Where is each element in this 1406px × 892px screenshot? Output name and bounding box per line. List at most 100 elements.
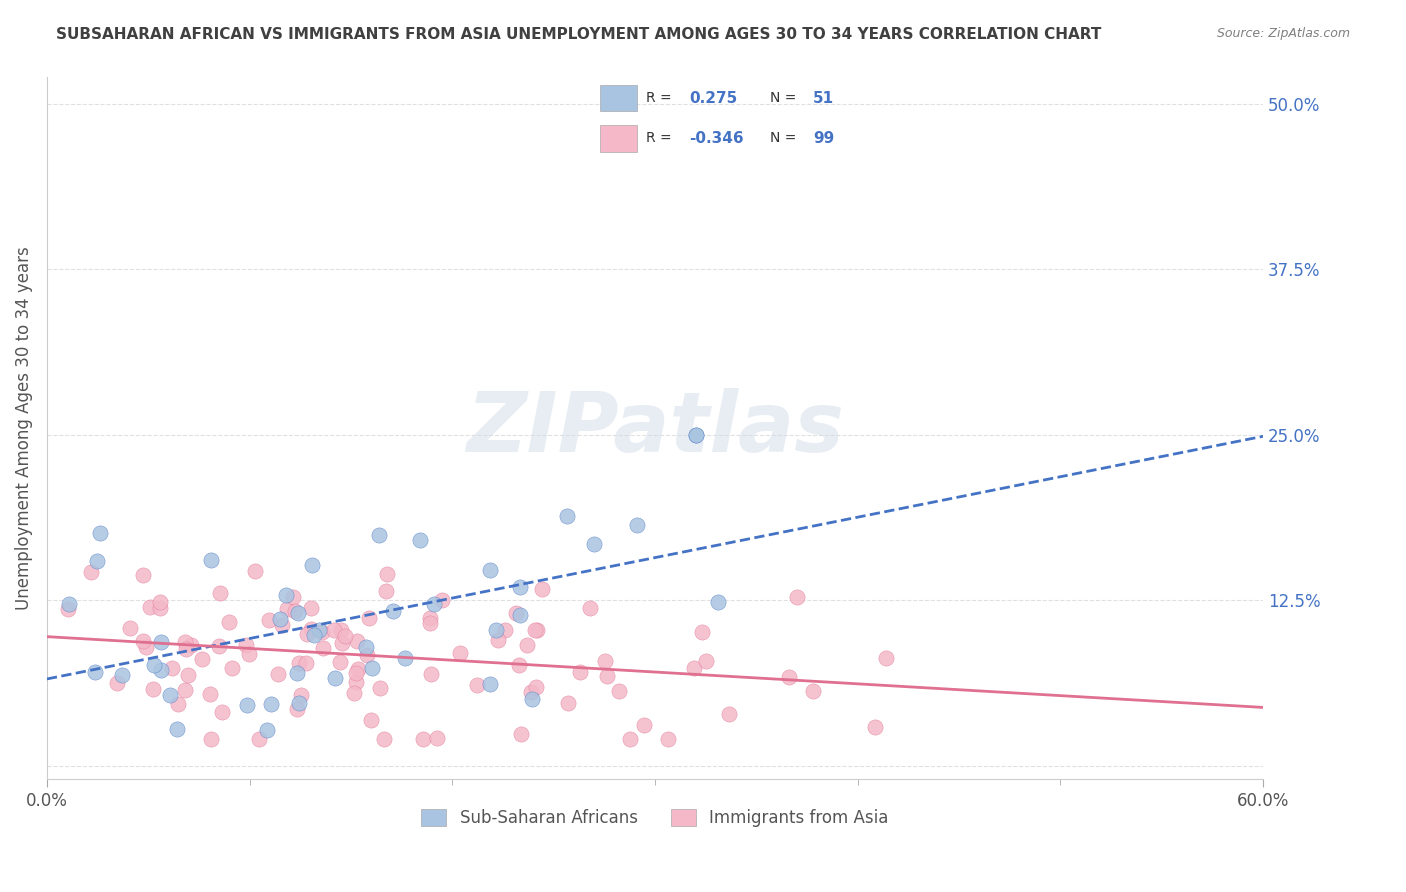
Point bbox=[271, 618, 294, 632]
Point bbox=[786, 590, 808, 604]
Point bbox=[105, 676, 128, 690]
Point bbox=[190, 651, 212, 665]
Point bbox=[288, 697, 311, 711]
Point bbox=[778, 670, 800, 684]
Text: 99: 99 bbox=[813, 131, 835, 145]
Y-axis label: Unemployment Among Ages 30 to 34 years: Unemployment Among Ages 30 to 34 years bbox=[15, 246, 32, 610]
Point bbox=[200, 732, 222, 747]
Point bbox=[160, 661, 183, 675]
Point bbox=[84, 665, 107, 679]
Point bbox=[626, 518, 648, 533]
Point bbox=[322, 623, 344, 637]
Point bbox=[486, 633, 509, 648]
Point bbox=[465, 678, 488, 692]
Point bbox=[520, 685, 543, 699]
Point bbox=[257, 613, 280, 627]
Point bbox=[308, 623, 330, 637]
Point bbox=[557, 696, 579, 710]
Point bbox=[243, 565, 266, 579]
Point bbox=[683, 661, 706, 675]
Point bbox=[801, 684, 824, 698]
Point bbox=[690, 625, 713, 640]
Point bbox=[607, 684, 630, 698]
Text: N =: N = bbox=[770, 131, 796, 145]
Point bbox=[236, 698, 259, 713]
Text: R =: R = bbox=[647, 91, 672, 105]
Point bbox=[256, 723, 278, 737]
Point bbox=[180, 638, 202, 652]
Point bbox=[269, 612, 291, 626]
Point bbox=[294, 657, 316, 671]
Point bbox=[58, 597, 80, 611]
Text: Source: ZipAtlas.com: Source: ZipAtlas.com bbox=[1216, 27, 1350, 40]
Point bbox=[593, 654, 616, 668]
Point bbox=[89, 525, 111, 540]
Point bbox=[419, 667, 441, 681]
Point bbox=[111, 668, 134, 682]
Point bbox=[344, 665, 367, 680]
Point bbox=[177, 668, 200, 682]
Point bbox=[149, 601, 172, 615]
Point bbox=[695, 654, 717, 668]
Point bbox=[149, 595, 172, 609]
Point bbox=[485, 623, 508, 637]
Point bbox=[141, 681, 163, 696]
Point bbox=[875, 650, 897, 665]
Point bbox=[200, 687, 222, 701]
Point bbox=[287, 607, 309, 621]
Point bbox=[409, 533, 432, 547]
Text: SUBSAHARAN AFRICAN VS IMMIGRANTS FROM ASIA UNEMPLOYMENT AMONG AGES 30 TO 34 YEAR: SUBSAHARAN AFRICAN VS IMMIGRANTS FROM AS… bbox=[56, 27, 1102, 42]
Point bbox=[283, 591, 305, 605]
Point bbox=[657, 732, 679, 747]
Text: ZIPatlas: ZIPatlas bbox=[467, 388, 844, 468]
Point bbox=[357, 611, 380, 625]
FancyBboxPatch shape bbox=[600, 85, 637, 112]
Point bbox=[200, 553, 222, 567]
Point bbox=[596, 669, 619, 683]
Point bbox=[267, 667, 290, 681]
Point bbox=[509, 607, 531, 622]
Point bbox=[288, 657, 311, 671]
Point bbox=[150, 663, 173, 677]
Point bbox=[360, 661, 382, 675]
Text: 51: 51 bbox=[813, 91, 834, 105]
Point bbox=[284, 604, 307, 618]
Point bbox=[120, 621, 142, 635]
Point bbox=[419, 615, 441, 630]
Point bbox=[356, 648, 378, 662]
Point bbox=[707, 595, 730, 609]
Point bbox=[509, 581, 531, 595]
Point bbox=[329, 655, 352, 669]
Point bbox=[208, 586, 231, 600]
Point bbox=[208, 639, 231, 653]
Point bbox=[132, 567, 155, 582]
Point bbox=[526, 623, 548, 637]
Point bbox=[290, 688, 312, 702]
Point bbox=[174, 642, 197, 657]
Point bbox=[167, 697, 190, 711]
Point bbox=[218, 615, 240, 629]
Point bbox=[58, 602, 80, 616]
Point bbox=[342, 686, 364, 700]
Point bbox=[247, 732, 270, 747]
Point bbox=[347, 662, 370, 676]
Point bbox=[394, 651, 416, 665]
Point bbox=[235, 638, 257, 652]
Point bbox=[138, 600, 160, 615]
Point bbox=[299, 600, 322, 615]
Point bbox=[531, 582, 554, 597]
Point bbox=[425, 731, 447, 746]
Point bbox=[478, 563, 501, 577]
Point bbox=[494, 623, 516, 637]
Point bbox=[685, 427, 707, 442]
Point bbox=[330, 623, 353, 637]
Point bbox=[135, 640, 157, 655]
Point bbox=[375, 584, 398, 599]
Point bbox=[479, 677, 502, 691]
Point bbox=[274, 588, 297, 602]
Point bbox=[505, 606, 527, 620]
Point bbox=[344, 675, 367, 690]
Point bbox=[509, 727, 531, 741]
Point bbox=[524, 680, 547, 694]
Point bbox=[260, 697, 283, 711]
